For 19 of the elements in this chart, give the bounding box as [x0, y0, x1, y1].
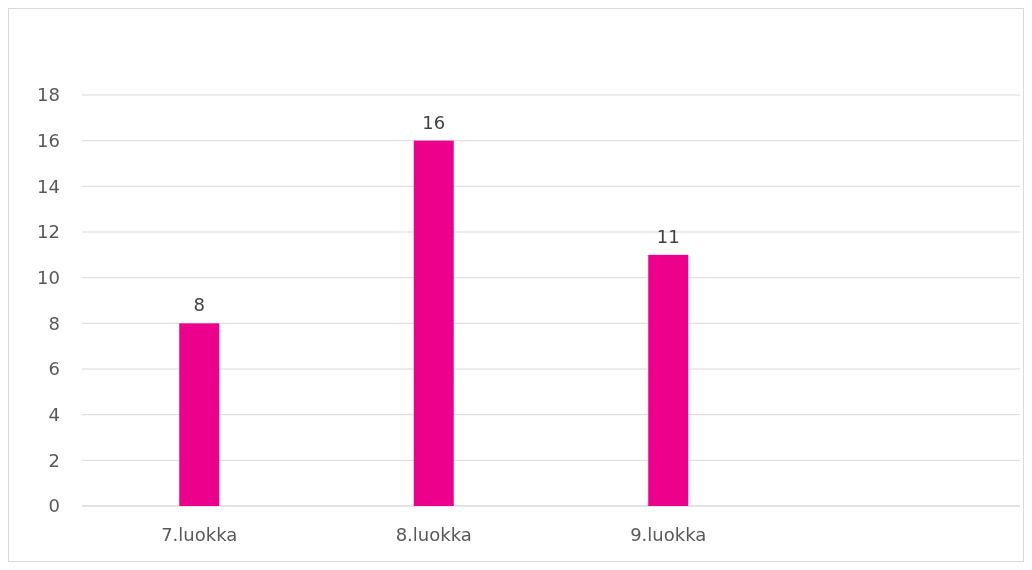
x-tick-label: 7.luokka	[161, 524, 238, 545]
y-tick-label: 10	[37, 266, 60, 288]
y-tick-label: 4	[48, 403, 60, 425]
x-tick-label: 8.luokka	[395, 524, 472, 545]
bar	[179, 323, 220, 506]
data-label: 8	[193, 294, 205, 316]
y-tick-label: 12	[37, 221, 60, 243]
data-label: 11	[656, 225, 680, 247]
y-tick-label: 0	[48, 495, 60, 517]
y-tick-label: 14	[37, 175, 60, 197]
y-tick-label: 16	[37, 129, 60, 151]
y-tick-label: 2	[48, 449, 60, 471]
bar	[648, 254, 689, 506]
y-tick-label: 8	[48, 312, 60, 334]
x-tick-label: 9.luokka	[630, 524, 707, 545]
y-tick-label: 18	[37, 84, 60, 106]
data-label: 16	[422, 111, 446, 133]
bar	[413, 140, 454, 506]
y-tick-label: 6	[48, 358, 60, 380]
